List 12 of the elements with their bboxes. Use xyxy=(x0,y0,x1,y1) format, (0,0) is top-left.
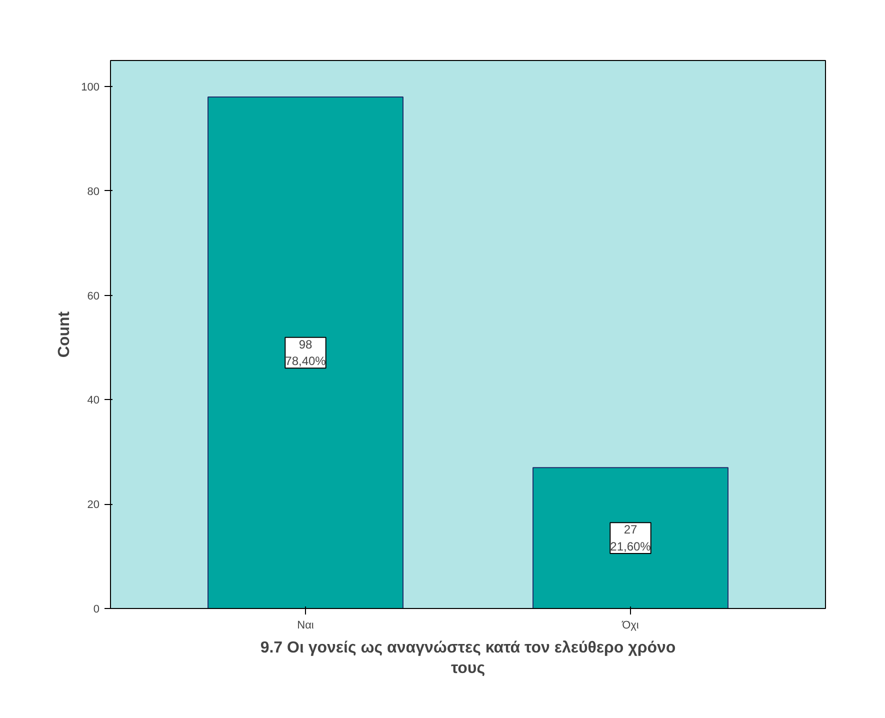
data-label: 98 78,40% xyxy=(285,337,326,368)
y-tick-label: 40 xyxy=(87,394,100,407)
data-label: 27 21,60% xyxy=(610,522,652,554)
y-tick-label: 80 xyxy=(87,186,100,198)
y-tick-label: 0 xyxy=(93,604,100,616)
y-tick-label: 60 xyxy=(87,290,100,302)
y-tick-label: 100 xyxy=(81,82,100,94)
y-tick-label: 20 xyxy=(87,499,100,512)
x-tick-label: Ναι xyxy=(297,620,314,632)
y-axis-title: Count xyxy=(56,310,74,358)
x-tick-label: Όχι xyxy=(621,620,640,632)
x-axis-title: 9.7 Οι γονείς ως αναγνώστες κατά τον ελεύθερο χρόνο τους xyxy=(260,640,676,677)
